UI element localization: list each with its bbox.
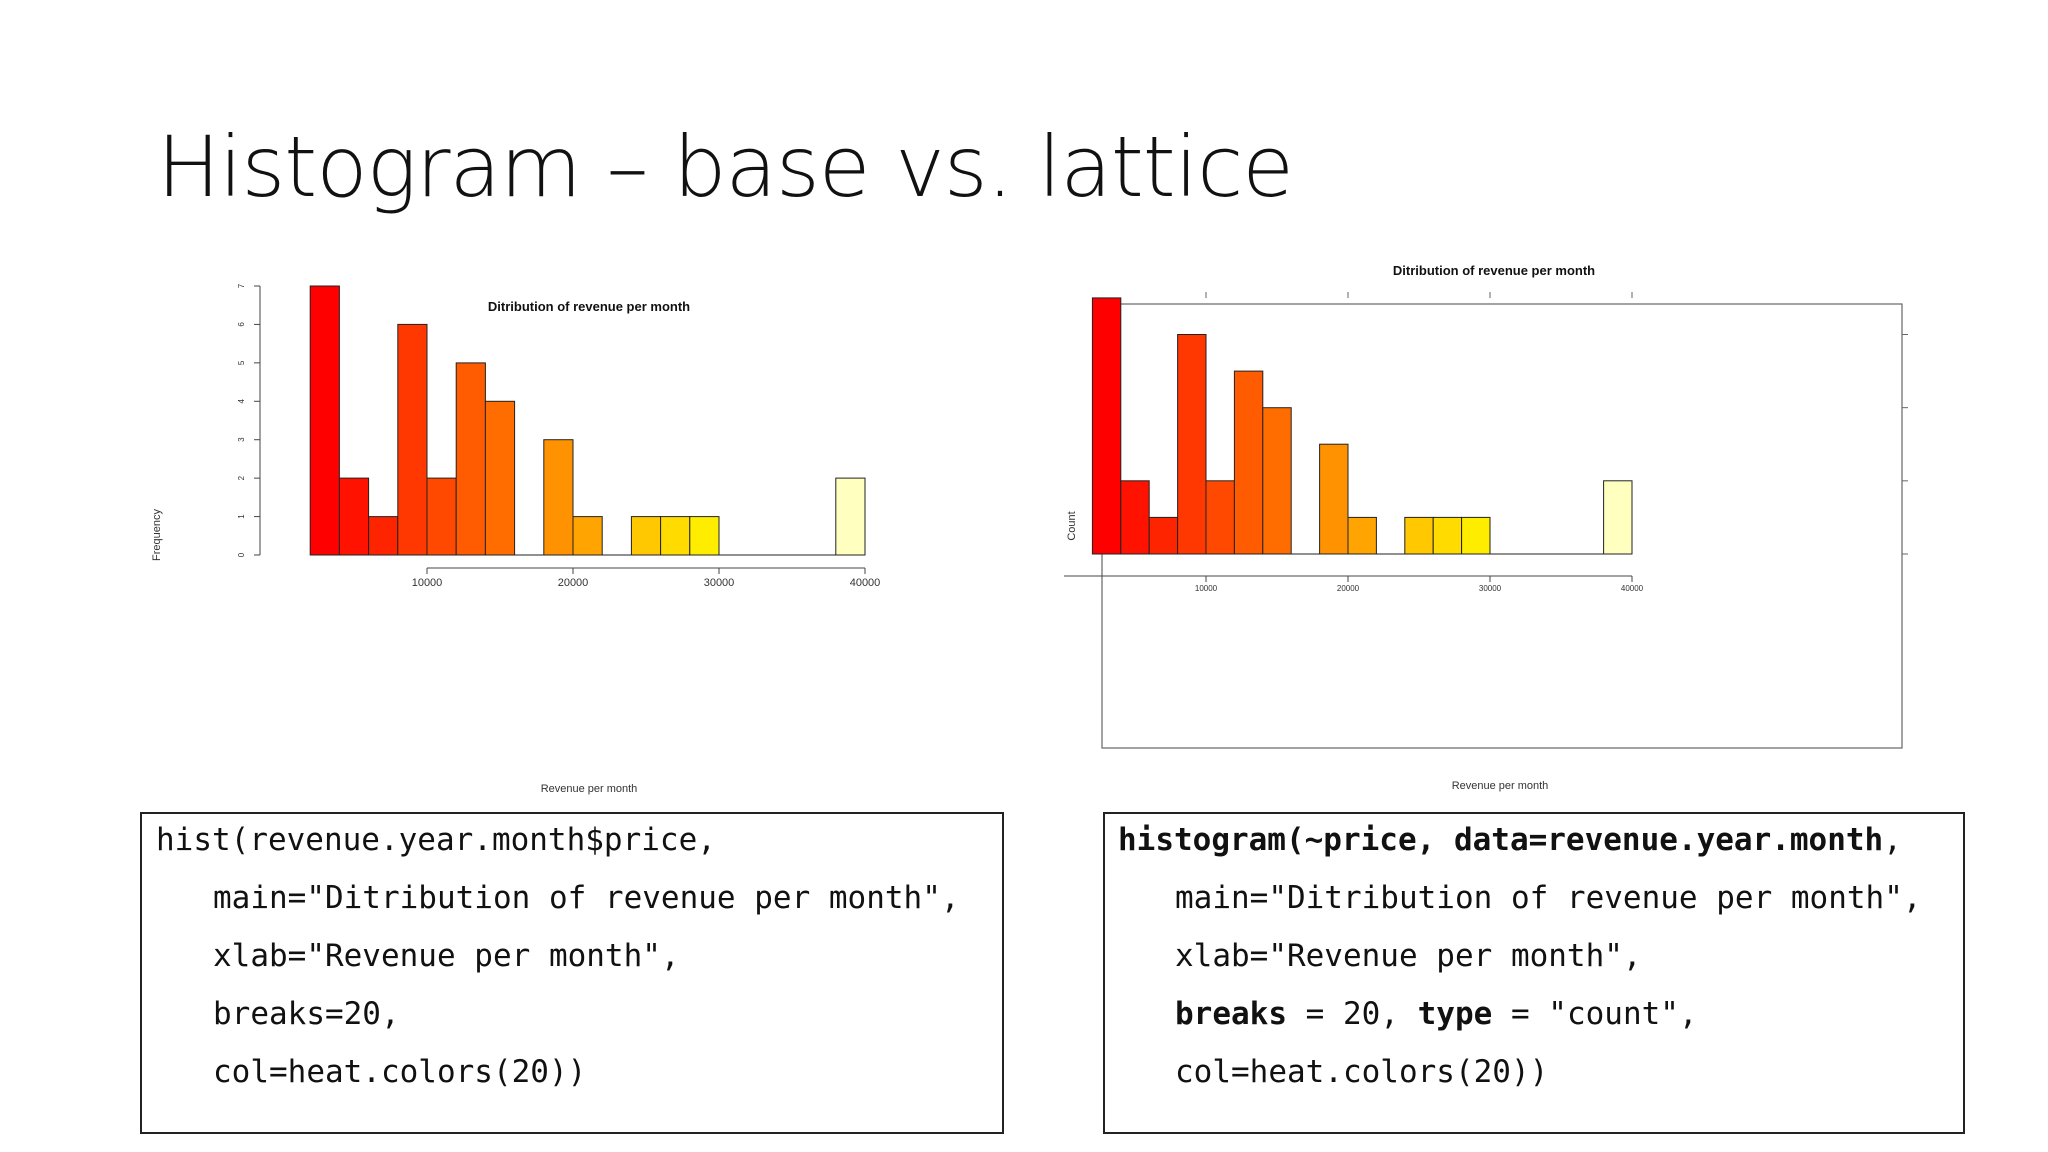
- code-line-4: breaks=20,: [213, 996, 400, 1032]
- x-tick-label: 20000: [558, 577, 589, 589]
- bars-group: [309, 285, 866, 556]
- histogram-bar: [1319, 443, 1349, 555]
- y-tick-label: 1: [237, 514, 246, 519]
- code-line-1: histogram(~price, data=revenue.year.mont…: [1118, 822, 1902, 858]
- histogram-bar: [368, 516, 399, 556]
- histogram-bar: [1148, 516, 1179, 555]
- y-tick-label: 0: [237, 552, 246, 557]
- x-tick-label: 30000: [1479, 584, 1502, 593]
- histogram-bar: [484, 400, 516, 556]
- histogram-bar: [1404, 516, 1434, 555]
- histogram-bar: [1262, 407, 1292, 555]
- axes-group: 100002000030000400000246: [1064, 292, 1908, 593]
- y-tick-label: 3: [237, 437, 246, 442]
- histogram-bar: [1233, 370, 1264, 555]
- x-tick-label: 10000: [412, 577, 443, 589]
- x-tick-label: 10000: [1195, 584, 1218, 593]
- x-tick-label: 40000: [1621, 584, 1644, 593]
- chart-title: Ditribution of revenue per month: [1393, 263, 1595, 278]
- base-histogram-chart: Ditribution of revenue per month Revenue…: [151, 283, 880, 795]
- histogram-bar: [543, 439, 574, 556]
- chart-title: Ditribution of revenue per month: [488, 299, 690, 314]
- y-tick-label: 7: [237, 283, 246, 288]
- histogram-bar: [397, 323, 428, 556]
- code-segment: = 20,: [1286, 996, 1418, 1032]
- histogram-bar: [1603, 480, 1633, 555]
- code-segment: = "count",: [1492, 996, 1698, 1032]
- histogram-bar: [455, 362, 486, 556]
- code-line-5: col=heat.colors(20)): [213, 1054, 587, 1090]
- histogram-bar: [1205, 480, 1235, 555]
- y-axis-label: Count: [1066, 511, 1078, 540]
- x-tick-label: 20000: [1337, 584, 1360, 593]
- code-bold-segment: data=revenue.year.month: [1453, 822, 1884, 858]
- histogram-bar: [338, 477, 370, 556]
- lattice-histogram-chart: Ditribution of revenue per month Revenue…: [1064, 263, 1908, 792]
- histogram-bar: [1432, 516, 1463, 555]
- histogram-bar: [660, 516, 691, 556]
- histogram-bar: [1120, 480, 1150, 555]
- y-tick-label: 6: [237, 322, 246, 327]
- slide-title: Histogram – base vs. lattice: [157, 118, 1294, 216]
- histogram-bar: [1461, 516, 1491, 555]
- base-code-box: hist(revenue.year.month$price, main="Dit…: [140, 812, 1004, 1134]
- code-segment: ,: [1883, 822, 1902, 858]
- code-line-3: xlab="Revenue per month",: [213, 938, 680, 974]
- y-axis-label: Frequency: [151, 509, 163, 561]
- y-tick-label: 4: [237, 399, 246, 404]
- histogram-bar: [689, 516, 720, 556]
- code-bold-segment: breaks: [1175, 996, 1287, 1032]
- x-axis-label: Revenue per month: [541, 783, 638, 795]
- histogram-bar: [1177, 334, 1207, 555]
- code-line-3: xlab="Revenue per month",: [1175, 938, 1642, 974]
- y-tick-label: 2: [237, 475, 246, 480]
- axes-group: 10000 20000 30000 40000 0 1 2 3 4 5 6 7: [237, 283, 880, 589]
- x-tick-label: 30000: [704, 577, 735, 589]
- x-axis-label: Revenue per month: [1452, 780, 1549, 792]
- histogram-bar: [835, 477, 866, 556]
- y-tick-label: 5: [237, 360, 246, 365]
- code-line-2: main="Ditribution of revenue per month",: [1175, 880, 1922, 916]
- histogram-bar: [426, 477, 457, 556]
- histogram-bar: [1091, 297, 1122, 555]
- code-bold-segment: type: [1417, 996, 1493, 1032]
- code-bold-segment: histogram(~price,: [1118, 822, 1436, 858]
- x-tick-label: 40000: [850, 577, 881, 589]
- bars-group: [1091, 297, 1633, 555]
- code-line-5: col=heat.colors(20)): [1175, 1054, 1549, 1090]
- code-line-1: hist(revenue.year.month$price,: [156, 822, 716, 858]
- histogram-bar: [309, 285, 340, 556]
- histogram-bar: [1347, 516, 1377, 555]
- code-line-2: main="Ditribution of revenue per month",: [213, 880, 960, 916]
- histogram-bar: [630, 516, 662, 556]
- histogram-bar: [572, 516, 603, 556]
- lattice-code-box: histogram(~price, data=revenue.year.mont…: [1103, 812, 1965, 1134]
- code-line-4: breaks = 20, type = "count",: [1175, 996, 1698, 1032]
